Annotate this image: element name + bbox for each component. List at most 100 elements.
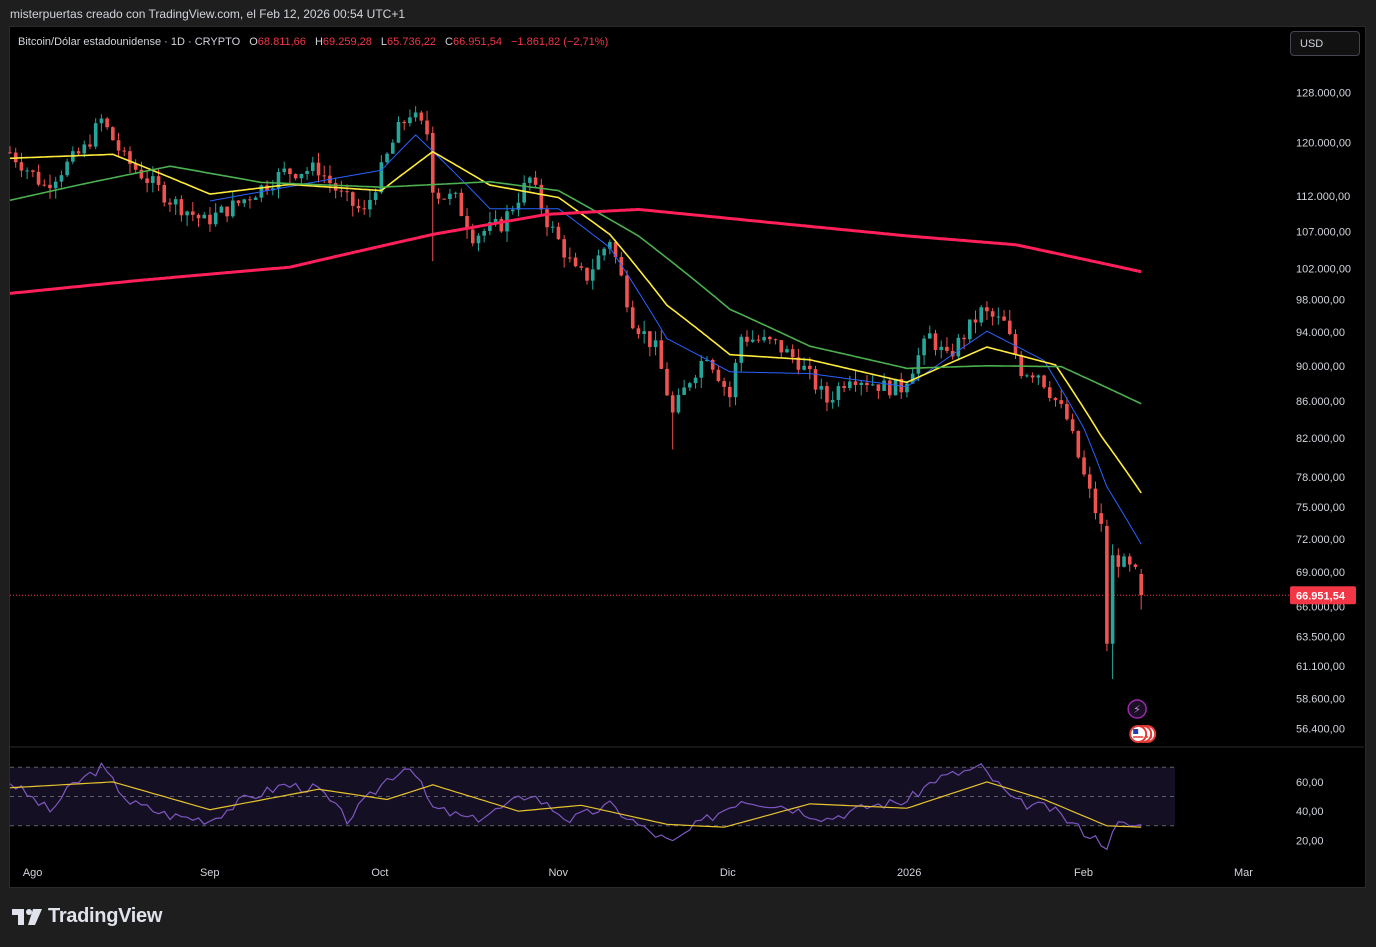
candle	[528, 176, 532, 191]
candle	[608, 239, 612, 255]
candle-body	[162, 185, 167, 203]
candle-body	[756, 339, 761, 341]
candle	[185, 210, 189, 227]
time-axis-label: Sep	[200, 867, 220, 879]
candle-body	[1099, 513, 1103, 524]
candle-body	[876, 384, 881, 391]
candle	[756, 335, 761, 343]
candle	[373, 188, 378, 206]
candle	[950, 343, 955, 360]
candle-body	[396, 121, 401, 143]
symbol-title[interactable]: Bitcoin/Dólar estadounidense · 1D · CRYP…	[18, 36, 241, 48]
candle	[31, 169, 35, 178]
candle	[1065, 397, 1069, 421]
candle-body	[1036, 375, 1041, 378]
candle	[722, 377, 726, 396]
candle	[768, 335, 772, 345]
candle-body	[42, 184, 47, 186]
candle-body	[413, 112, 418, 118]
candle-body	[99, 118, 104, 124]
rsi-axis-label: 20,00	[1296, 835, 1324, 847]
candle	[42, 179, 47, 187]
candle-body	[922, 338, 926, 356]
candle-body	[470, 229, 475, 244]
candle	[65, 158, 69, 178]
candle	[1087, 466, 1092, 499]
candle	[1093, 481, 1098, 520]
candle-body	[1059, 400, 1063, 404]
candle	[848, 375, 852, 391]
candle-body	[808, 365, 812, 370]
candle	[310, 156, 315, 176]
candle-body	[1127, 556, 1132, 565]
candle-body	[310, 162, 315, 172]
price-axis-label: 90.000,00	[1296, 361, 1345, 373]
candle-body	[950, 350, 955, 357]
candle-body	[362, 208, 367, 210]
candle	[293, 173, 298, 181]
candle	[842, 381, 846, 393]
candle-body	[927, 333, 932, 339]
rsi-axis-label: 60,00	[1296, 777, 1324, 789]
candle	[385, 151, 389, 165]
candle-body	[368, 199, 372, 210]
candle	[476, 233, 481, 252]
candle-body	[430, 132, 435, 193]
candle-body	[408, 117, 412, 124]
candle	[859, 380, 864, 396]
candle-body	[1093, 488, 1098, 514]
candle	[430, 126, 435, 262]
candle	[1059, 389, 1063, 409]
candle	[927, 325, 932, 339]
candle-body	[339, 190, 344, 192]
candle	[705, 356, 709, 362]
candle-body	[196, 214, 201, 219]
candle-body	[745, 336, 749, 342]
candle	[36, 164, 41, 187]
candle	[76, 147, 81, 156]
candle-body	[482, 230, 486, 236]
candle-body	[962, 337, 966, 340]
candle	[116, 132, 121, 158]
candle	[870, 375, 875, 387]
us-flag-icon[interactable]	[1129, 725, 1148, 743]
candle	[688, 381, 692, 392]
candle	[133, 159, 138, 173]
candle-body	[979, 307, 984, 323]
candle-body	[1053, 397, 1058, 401]
candle	[231, 191, 235, 218]
price-axis-label: 75.000,00	[1296, 502, 1345, 514]
candle	[745, 330, 749, 347]
candle	[173, 196, 178, 215]
candle-body	[630, 307, 635, 329]
candle-body	[830, 399, 835, 403]
currency-button[interactable]: USD	[1290, 31, 1360, 56]
candle-body	[1042, 375, 1046, 388]
candle-body	[191, 211, 195, 215]
time-axis-label: Feb	[1074, 867, 1093, 879]
candle	[202, 211, 207, 219]
candle-body	[602, 248, 606, 256]
candle	[813, 365, 818, 394]
candle	[93, 118, 98, 150]
candle-body	[590, 269, 595, 281]
candle-body	[853, 381, 858, 385]
candle	[967, 319, 972, 343]
candle	[1122, 553, 1126, 568]
candle	[25, 167, 29, 180]
candle-body	[688, 383, 692, 388]
lightning-icon[interactable]	[1127, 699, 1147, 719]
candle-body	[25, 170, 29, 172]
candle-body	[282, 168, 287, 172]
price-axis-label: 102.000,00	[1296, 264, 1351, 276]
candle-body	[350, 192, 355, 206]
candle	[636, 324, 641, 339]
candle-body	[242, 199, 247, 204]
candle-body	[956, 337, 961, 357]
candle	[510, 205, 515, 215]
candle-body	[1122, 556, 1126, 567]
candle-body	[625, 275, 629, 308]
tradingview-logo[interactable]: TradingView	[12, 905, 162, 928]
candle	[8, 146, 12, 154]
candle	[453, 191, 458, 199]
